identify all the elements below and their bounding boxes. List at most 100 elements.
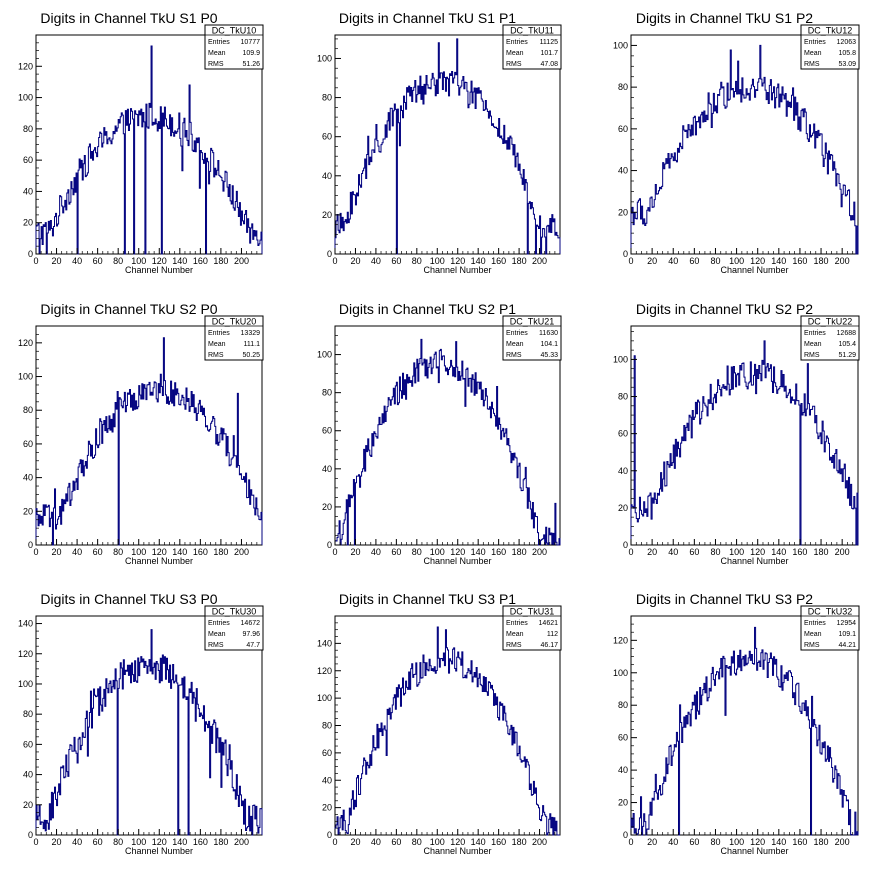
- x-tick-label: 0: [332, 837, 337, 847]
- x-tick-label: 140: [771, 256, 786, 266]
- x-tick-label: 20: [350, 547, 360, 557]
- x-tick-label: 40: [371, 837, 381, 847]
- x-tick-label: 160: [792, 837, 807, 847]
- plot-frame: [630, 615, 859, 836]
- x-axis-label: Channel Number: [423, 556, 491, 566]
- y-tick-label: 80: [23, 124, 33, 134]
- stats-value: 51.29: [838, 352, 856, 359]
- panel-title: Digits in Channel TkU S2 P2: [636, 301, 813, 317]
- x-tick-label: 20: [647, 837, 657, 847]
- x-tick-label: 160: [193, 547, 208, 557]
- x-tick-label: 60: [689, 547, 699, 557]
- x-tick-label: 80: [412, 256, 422, 266]
- y-tick-label: 100: [18, 372, 33, 382]
- stats-name: DC_TkU22: [808, 317, 853, 327]
- histogram-line: [630, 626, 859, 836]
- x-tick-label: 20: [52, 837, 62, 847]
- y-tick-label: 40: [322, 464, 332, 474]
- y-tick-label: 40: [23, 770, 33, 780]
- y-tick-label: 60: [322, 748, 332, 758]
- x-tick-label: 60: [689, 837, 699, 847]
- x-tick-label: 100: [430, 256, 445, 266]
- x-tick-label: 40: [668, 256, 678, 266]
- stats-value: 12063: [837, 39, 857, 46]
- x-tick-label: 140: [771, 547, 786, 557]
- y-tick-label: 100: [317, 53, 332, 63]
- x-axis-label: Channel Number: [125, 556, 193, 566]
- stats-label: Entries: [506, 330, 528, 337]
- stats-value: 47.7: [246, 642, 260, 649]
- histogram-panel-4: Digits in Channel TkU S2 P0 0 20 40 60 80 100 1…: [18, 301, 264, 566]
- stats-value: 53.09: [838, 61, 856, 68]
- stats-value: 104.1: [540, 341, 558, 348]
- x-tick-label: 140: [771, 837, 786, 847]
- x-tick-label: 160: [792, 547, 807, 557]
- x-tick-label: 0: [628, 547, 633, 557]
- stats-value: 11125: [540, 39, 559, 46]
- y-tick-label: 80: [322, 721, 332, 731]
- stats-value: 44.21: [838, 642, 856, 649]
- y-tick-label: 60: [618, 124, 628, 134]
- histogram-line: [35, 45, 263, 255]
- x-tick-label: 80: [412, 547, 422, 557]
- x-tick-label: 0: [33, 837, 38, 847]
- stats-box: [800, 315, 860, 361]
- y-tick-label: 20: [618, 503, 628, 513]
- y-tick-label: 40: [618, 166, 628, 176]
- panel-title: Digits in Channel TkU S1 P1: [339, 10, 516, 26]
- y-tick-label: 20: [23, 506, 33, 516]
- x-axis-label: Channel Number: [423, 846, 491, 856]
- x-tick-label: 140: [471, 547, 486, 557]
- y-tick-label: 140: [317, 638, 332, 648]
- stats-value: 11630: [539, 330, 558, 337]
- y-tick-label: 0: [28, 830, 33, 840]
- stats-name: DC_TkU31: [510, 607, 555, 617]
- x-tick-label: 80: [710, 256, 720, 266]
- x-tick-label: 60: [391, 256, 401, 266]
- panel-title: Digits in Channel TkU S2 P0: [40, 301, 217, 317]
- x-tick-label: 200: [835, 837, 850, 847]
- stats-label: Entries: [804, 620, 826, 627]
- stats-label: Entries: [804, 39, 826, 46]
- x-axis-label: Channel Number: [125, 265, 193, 275]
- stats-name: DC_TkU20: [212, 317, 257, 327]
- stats-box: [502, 24, 562, 70]
- stats-value: 105.8: [838, 50, 856, 57]
- stats-value: 50.25: [242, 352, 260, 359]
- y-tick-label: 0: [327, 540, 332, 550]
- x-tick-label: 180: [213, 837, 228, 847]
- x-tick-label: 180: [814, 547, 829, 557]
- x-tick-label: 200: [234, 547, 249, 557]
- y-tick-label: 20: [322, 803, 332, 813]
- y-tick-label: 100: [18, 93, 33, 103]
- y-tick-label: 100: [613, 354, 628, 364]
- x-tick-label: 180: [512, 256, 527, 266]
- y-tick-label: 100: [613, 40, 628, 50]
- stats-label: RMS: [208, 61, 224, 68]
- y-tick-label: 80: [618, 700, 628, 710]
- y-tick-label: 40: [618, 466, 628, 476]
- histogram-line: [334, 38, 561, 255]
- stats-box: [800, 605, 860, 651]
- y-tick-label: 0: [327, 249, 332, 259]
- x-tick-label: 0: [332, 256, 337, 266]
- x-axis-label: Channel Number: [720, 265, 788, 275]
- panel-title: Digits in Channel TkU S3 P1: [339, 591, 516, 607]
- histogram-panel-2: Digits in Channel TkU S1 P1 0 20 40 60 80 100 1…: [317, 10, 562, 275]
- stats-name: DC_TkU12: [808, 26, 853, 36]
- y-tick-label: 0: [28, 540, 33, 550]
- x-tick-label: 140: [471, 837, 486, 847]
- x-tick-label: 0: [332, 547, 337, 557]
- x-tick-label: 100: [131, 256, 146, 266]
- y-tick-label: 40: [618, 765, 628, 775]
- x-tick-label: 120: [450, 547, 465, 557]
- stats-label: Entries: [804, 330, 826, 337]
- stats-name: DC_TkU21: [510, 317, 555, 327]
- x-tick-label: 0: [33, 547, 38, 557]
- x-tick-label: 60: [93, 837, 103, 847]
- x-tick-label: 0: [628, 837, 633, 847]
- y-tick-label: 120: [18, 61, 33, 71]
- x-tick-label: 140: [471, 256, 486, 266]
